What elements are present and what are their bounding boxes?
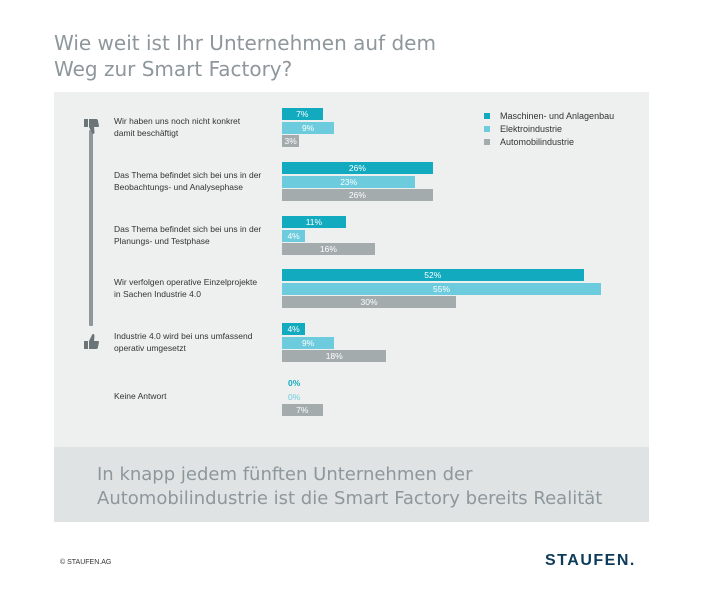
data-label: 55% — [432, 283, 450, 294]
bar — [282, 323, 306, 335]
legend-swatch — [484, 126, 490, 132]
bar — [282, 162, 433, 174]
summary-box: In knapp jedem fünften Unternehmen der A… — [54, 447, 649, 522]
category-label: Wir haben uns noch nicht konkret damit be… — [114, 116, 241, 138]
bar — [282, 108, 323, 120]
title-line-2: Weg zur Smart Factory? — [54, 57, 293, 81]
staufen-logo: STAUFEN. — [545, 552, 636, 569]
scale-line — [89, 130, 93, 326]
data-label: 9% — [301, 122, 315, 133]
category-label: Keine Antwort — [114, 391, 167, 401]
data-label: 23% — [340, 176, 358, 187]
data-label: 30% — [360, 297, 378, 307]
bar — [282, 229, 306, 242]
bar — [282, 243, 375, 255]
data-label: 3% — [284, 136, 297, 146]
data-label: 11% — [305, 217, 323, 227]
bar — [282, 336, 335, 349]
data-label: 7% — [296, 405, 309, 415]
bar — [282, 404, 323, 416]
bar — [282, 269, 584, 281]
title-line-1: Wie weit ist Ihr Unternehmen auf dem — [54, 31, 436, 55]
legend-label: Elektroindustrie — [500, 124, 563, 134]
data-label: 16% — [319, 244, 337, 254]
data-label: 0% — [288, 378, 301, 388]
legend-label: Automobilindustrie — [500, 137, 575, 147]
legend-label: Maschinen- und Anlagenbau — [500, 111, 615, 121]
data-label: 26% — [348, 190, 366, 200]
data-label: 4% — [287, 230, 300, 241]
data-label: 26% — [348, 163, 366, 173]
bar — [282, 350, 387, 362]
chart-title: Wie weit ist Ihr Unternehmen auf dem Weg… — [54, 30, 654, 82]
legend-swatch — [484, 113, 490, 119]
thumbs-down-icon — [84, 119, 99, 134]
data-label: 7% — [296, 109, 309, 119]
category-label: Wir verfolgen operative Einzelprojekte in… — [114, 277, 258, 299]
copyright: © STAUFEN.AG — [60, 559, 112, 566]
summary-line-2: Automobilindustrie ist die Smart Factory… — [97, 488, 603, 509]
bar — [282, 296, 456, 308]
summary-text: In knapp jedem fünften Unternehmen der A… — [97, 463, 637, 511]
bar — [282, 282, 601, 295]
data-label: 4% — [287, 324, 300, 334]
bar — [282, 216, 346, 228]
data-label: 18% — [325, 351, 343, 361]
bar — [282, 175, 416, 188]
category-label: Industrie 4.0 wird bei uns umfassend oper… — [114, 331, 253, 353]
bar — [282, 189, 433, 201]
data-label: 52% — [424, 270, 442, 280]
summary-line-1: In knapp jedem fünften Unternehmen der — [97, 464, 473, 485]
bar — [282, 121, 335, 134]
bar — [282, 135, 300, 147]
data-label: 0% — [288, 391, 301, 402]
category-label: Das Thema befindet sich bei uns in der Pl… — [114, 224, 262, 246]
data-label: 9% — [301, 337, 315, 348]
category-label: Das Thema befindet sich bei uns in der Be… — [114, 170, 262, 192]
thumbs-up-icon — [84, 334, 99, 349]
legend-swatch — [484, 139, 490, 145]
